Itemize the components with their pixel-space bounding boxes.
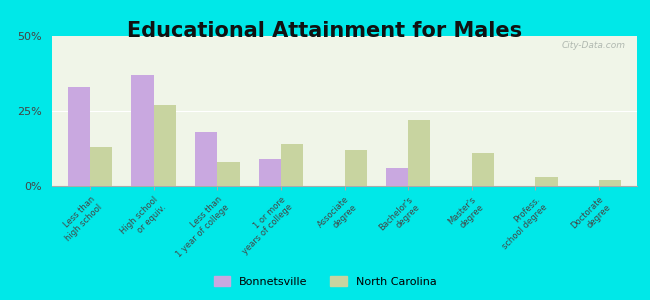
Legend: Bonnetsville, North Carolina: Bonnetsville, North Carolina — [209, 272, 441, 291]
Bar — [344, 150, 367, 186]
Bar — [259, 159, 281, 186]
Bar — [535, 177, 558, 186]
Text: City-Data.com: City-Data.com — [562, 40, 625, 50]
Bar — [68, 87, 90, 186]
Bar — [472, 153, 494, 186]
Bar — [131, 75, 154, 186]
Bar — [599, 180, 621, 186]
Bar — [408, 120, 430, 186]
Bar — [281, 144, 303, 186]
Bar — [90, 147, 112, 186]
Bar — [217, 162, 240, 186]
Bar — [195, 132, 217, 186]
Text: Educational Attainment for Males: Educational Attainment for Males — [127, 21, 523, 41]
Bar — [154, 105, 176, 186]
Bar — [386, 168, 408, 186]
